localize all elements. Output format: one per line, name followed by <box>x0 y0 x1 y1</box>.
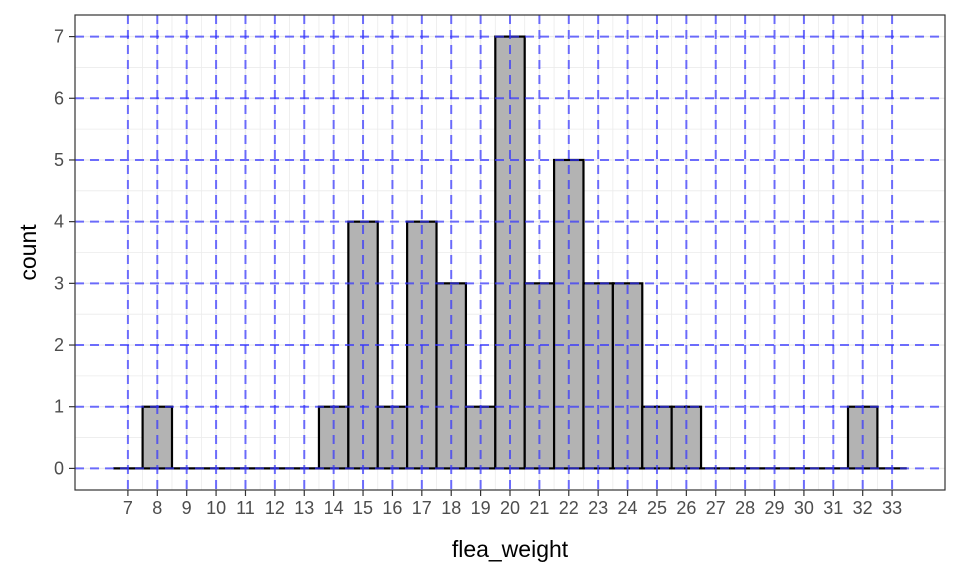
x-tick-label: 31 <box>823 498 843 518</box>
x-tick-label: 29 <box>765 498 785 518</box>
x-tick-label: 33 <box>882 498 902 518</box>
x-tick-label: 21 <box>529 498 549 518</box>
reference-lines <box>75 15 945 490</box>
x-tick-label: 16 <box>382 498 402 518</box>
x-tick-label: 20 <box>500 498 520 518</box>
x-tick-label: 30 <box>794 498 814 518</box>
y-tick-label: 4 <box>54 212 64 232</box>
x-tick-label: 27 <box>706 498 726 518</box>
x-tick-label: 32 <box>853 498 873 518</box>
y-tick-label: 5 <box>54 150 64 170</box>
x-tick-label: 17 <box>412 498 432 518</box>
x-tick-label: 24 <box>618 498 638 518</box>
x-tick-label: 23 <box>588 498 608 518</box>
y-tick-label: 2 <box>54 335 64 355</box>
x-axis-title: flea_weight <box>452 536 569 562</box>
x-tick-label: 19 <box>471 498 491 518</box>
x-tick-label: 28 <box>735 498 755 518</box>
y-tick-label: 6 <box>54 88 64 108</box>
x-tick-label: 7 <box>123 498 133 518</box>
x-tick-label: 15 <box>353 498 373 518</box>
x-tick-label: 26 <box>676 498 696 518</box>
x-tick-label: 11 <box>236 498 255 518</box>
axes: 7 8 9 10 11 12 13 14 15 16 17 18 19 20 21 22 23 24 25 26 27 2… <box>54 27 902 518</box>
y-tick-label: 3 <box>54 273 64 293</box>
x-tick-label: 25 <box>647 498 667 518</box>
y-tick-label: 0 <box>54 458 64 478</box>
y-tick-label: 1 <box>54 397 64 417</box>
x-tick-label: 9 <box>182 498 192 518</box>
x-tick-label: 12 <box>265 498 285 518</box>
y-tick-label: 7 <box>54 27 64 47</box>
x-tick-label: 18 <box>441 498 461 518</box>
x-tick-label: 10 <box>206 498 226 518</box>
x-tick-label: 13 <box>294 498 314 518</box>
x-tick-label: 8 <box>152 498 162 518</box>
histogram-bar <box>494 35 526 470</box>
x-tick-label: 14 <box>324 498 344 518</box>
x-tick-label: 22 <box>559 498 579 518</box>
y-axis-title: count <box>15 224 41 281</box>
